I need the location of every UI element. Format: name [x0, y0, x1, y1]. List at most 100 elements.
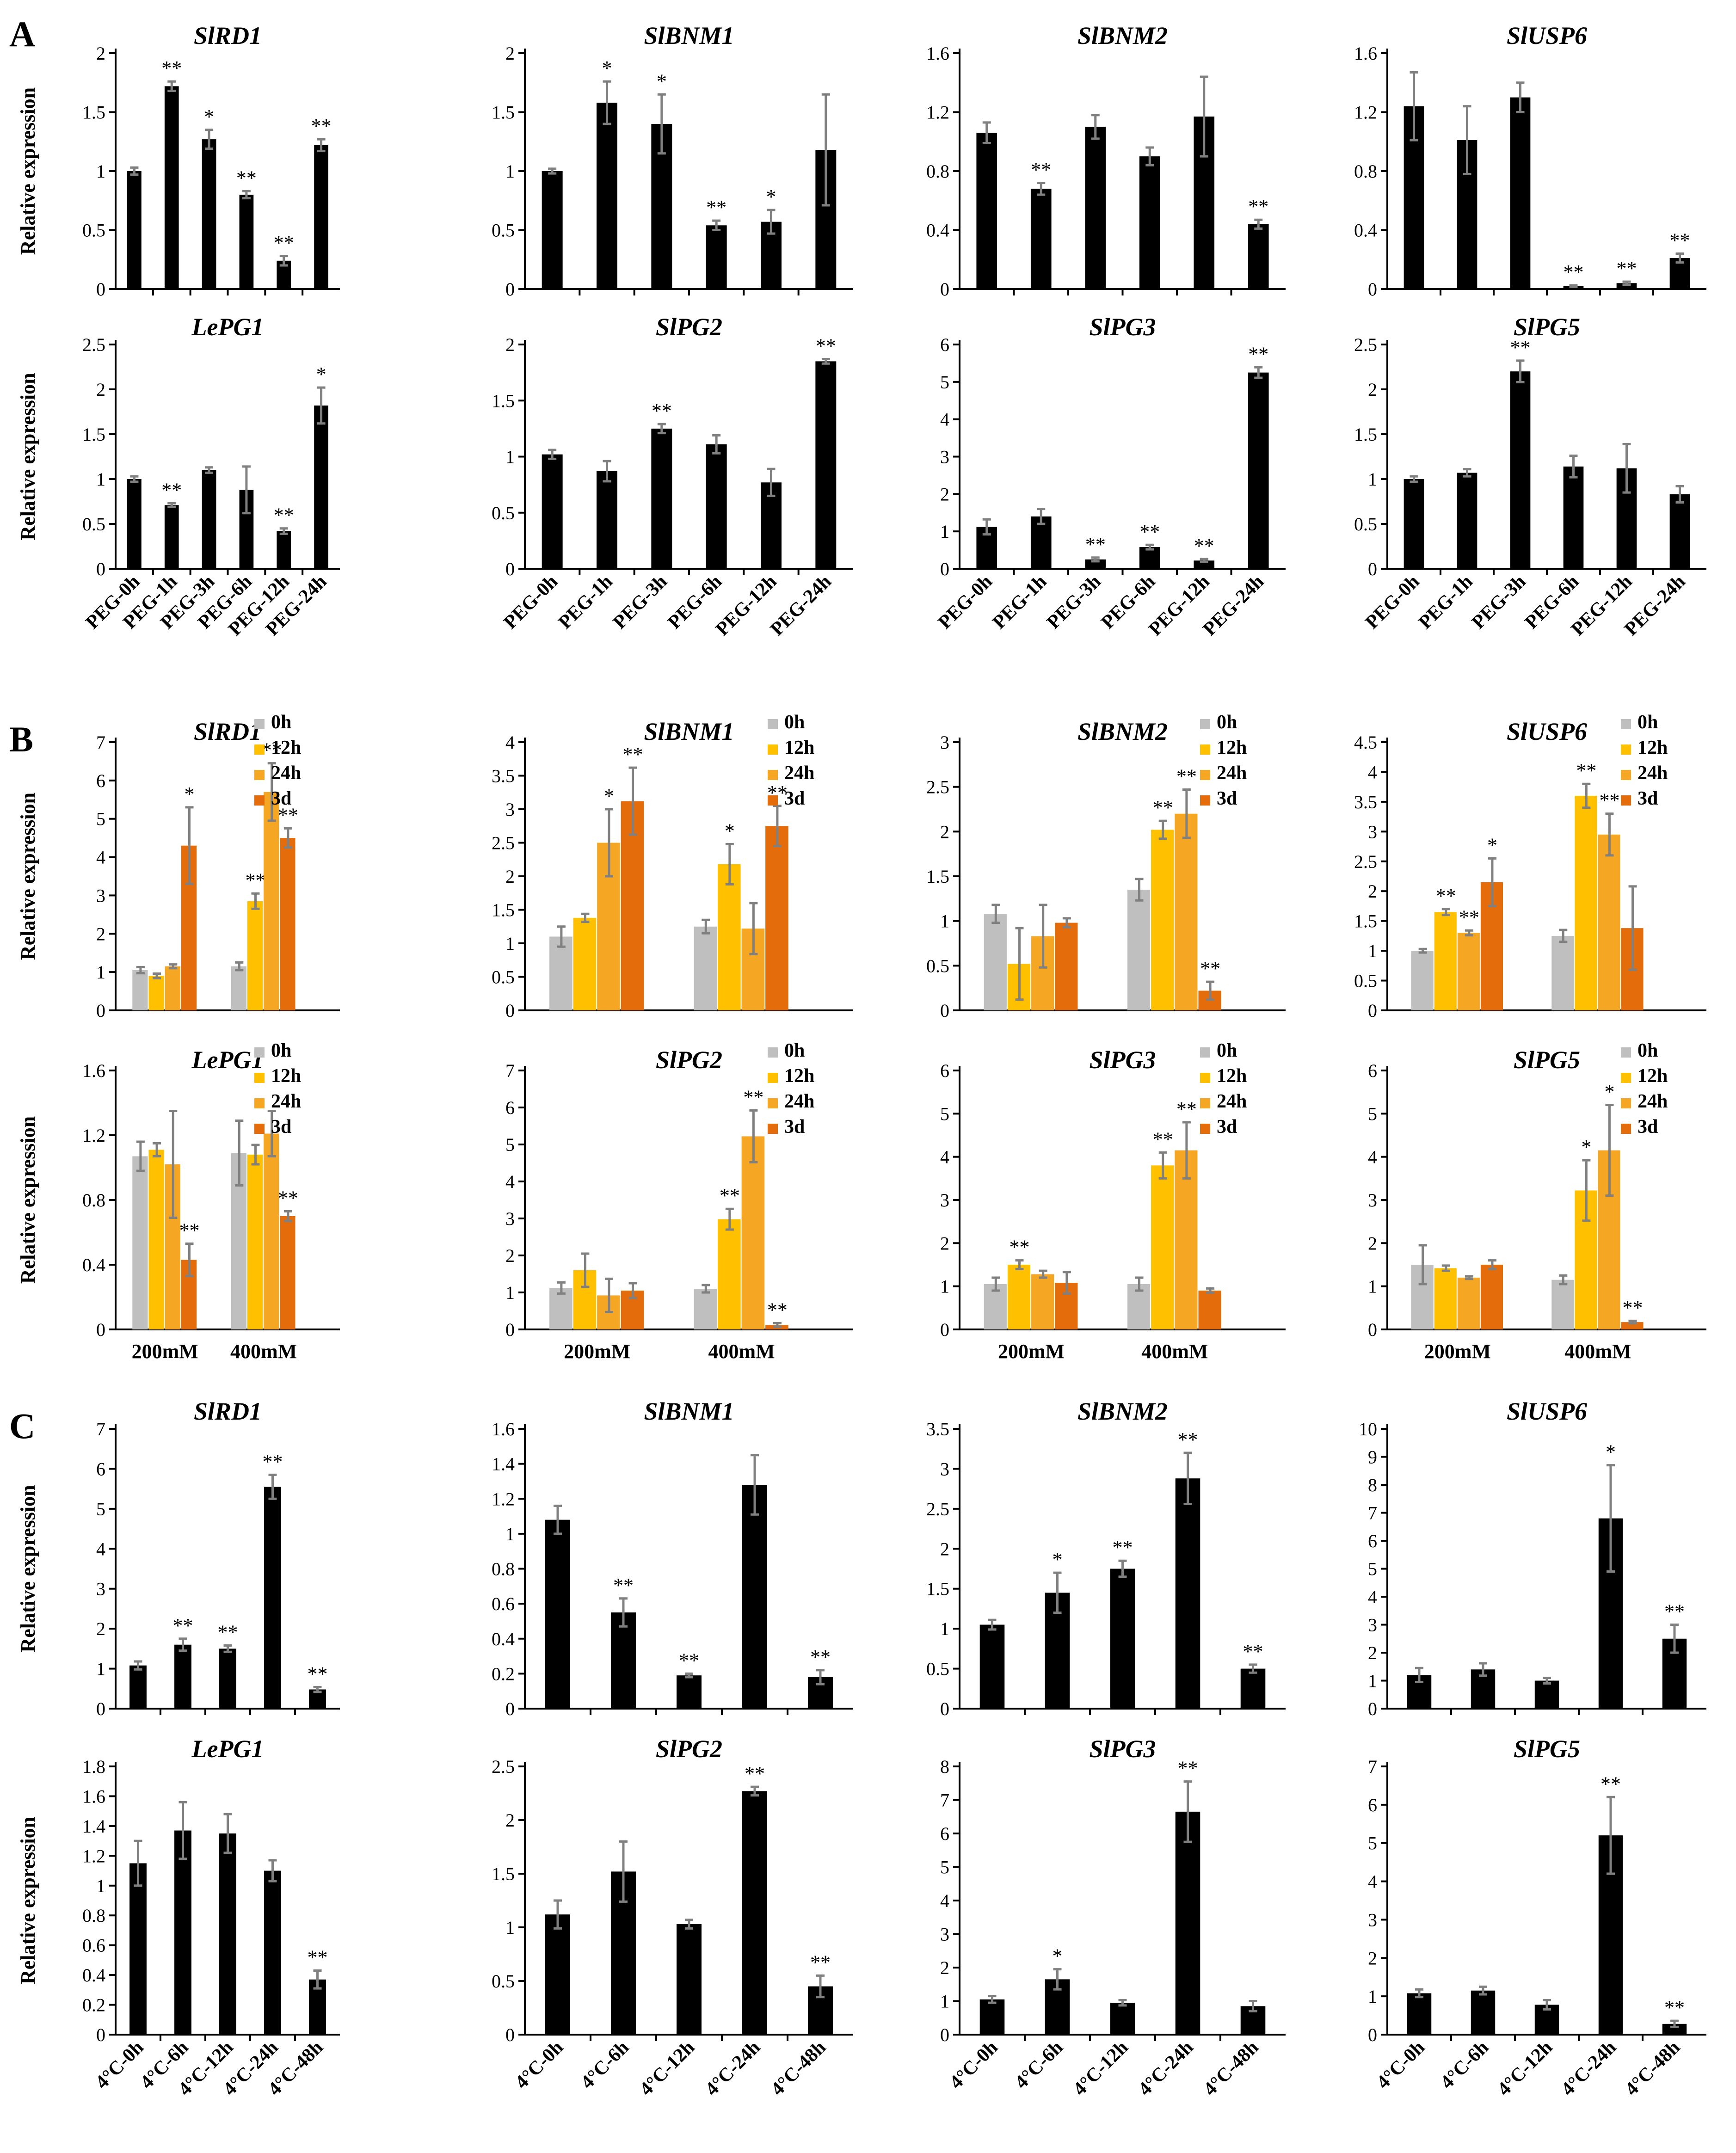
y-tick-label: 0.4 — [82, 1965, 105, 1986]
y-axis-label: Relative expression — [17, 87, 39, 255]
bar-24h — [264, 1133, 279, 1329]
bar-12h — [148, 976, 164, 1010]
legend-swatch-3d — [1200, 1124, 1210, 1134]
y-tick-label: 2 — [96, 923, 105, 944]
x-tick-label: PEG-1h — [1415, 571, 1477, 634]
y-tick-label: 4 — [940, 1890, 949, 1911]
y-tick-label: 2 — [505, 1245, 515, 1266]
bar-0h — [1551, 1279, 1574, 1329]
bar — [1085, 559, 1106, 569]
bar — [129, 1665, 147, 1709]
y-tick-label: 4 — [96, 847, 105, 868]
bar-0h — [984, 914, 1007, 1010]
significance-label: ** — [1194, 535, 1214, 557]
bar-3d — [280, 1216, 295, 1329]
bar — [742, 1791, 767, 2035]
y-tick-label: 4 — [1368, 1587, 1377, 1607]
legend-swatch-12h — [768, 1073, 778, 1083]
x-tick-label: 400mM — [1564, 1340, 1631, 1363]
bar-0h — [1411, 951, 1434, 1010]
y-tick-label: 0 — [505, 1319, 515, 1340]
legend-label-24h: 24h — [271, 763, 301, 784]
y-tick-label: 2 — [940, 1957, 949, 1978]
significance-label: ** — [1248, 343, 1268, 365]
x-tick-label: PEG-0h — [1361, 571, 1424, 634]
y-tick-label: 3 — [96, 885, 105, 906]
significance-label: ** — [245, 869, 265, 892]
y-tick-label: 2.5 — [1354, 851, 1377, 872]
significance-label: ** — [1178, 1428, 1198, 1451]
significance-label: ** — [218, 1621, 238, 1643]
y-tick-label: 2.5 — [492, 833, 515, 854]
chart-b-lepg1: 0 0.4 0.8 1.2 1.6 LePG1 Relative expression ** 2… — [17, 1040, 340, 1363]
x-tick-label: PEG-24h — [1199, 571, 1268, 640]
y-tick-label: 1.5 — [82, 424, 105, 445]
y-axis-label: Relative expression — [17, 1817, 39, 1984]
y-tick-label: 2 — [505, 334, 515, 355]
y-tick-label: 7 — [1368, 1756, 1377, 1777]
y-tick-label: 0 — [940, 2024, 949, 2045]
legend-swatch-12h — [254, 744, 265, 755]
y-tick-label: 1.2 — [926, 102, 949, 123]
y-tick-label: 1 — [940, 1276, 949, 1297]
x-tick-label: PEG-1h — [554, 571, 617, 634]
significance-label: ** — [179, 1219, 200, 1242]
legend-label-24h: 24h — [1638, 1091, 1668, 1112]
y-tick-label: 1 — [96, 469, 105, 490]
significance-label: ** — [767, 1298, 788, 1321]
y-tick-label: 6 — [940, 334, 949, 355]
y-tick-label: 0.5 — [926, 955, 949, 976]
bar — [164, 86, 179, 289]
significance-label: ** — [1664, 1996, 1685, 2019]
y-tick-label: 2 — [505, 1810, 515, 1831]
bar — [1510, 371, 1531, 569]
chart-title: SlPG3 — [1089, 1735, 1156, 1763]
significance-label: ** — [262, 739, 282, 762]
y-tick-label: 1 — [1368, 469, 1377, 490]
legend-swatch-0h — [1621, 1047, 1631, 1058]
y-tick-label: 0.8 — [82, 1905, 105, 1926]
y-tick-label: 4 — [505, 732, 515, 753]
y-tick-label: 1 — [940, 1991, 949, 2012]
bar-12h — [148, 1150, 164, 1329]
y-tick-label: 3 — [1368, 1190, 1377, 1211]
legend-label-24h: 24h — [1217, 763, 1247, 784]
bar-24h — [165, 966, 180, 1010]
bar — [1534, 1680, 1559, 1709]
y-tick-label: 1.4 — [492, 1454, 515, 1475]
y-tick-label: 1.2 — [492, 1489, 515, 1509]
y-tick-label: 2.5 — [492, 1756, 515, 1777]
x-tick-label: 200mM — [998, 1340, 1065, 1363]
legend-label-24h: 24h — [784, 763, 814, 784]
chart-title: SlPG3 — [1089, 1046, 1156, 1074]
significance-label: * — [766, 185, 776, 208]
bar-3d — [1055, 923, 1078, 1010]
chart-title: SlPG5 — [1514, 1735, 1580, 1763]
significance-label: ** — [1436, 885, 1456, 907]
y-tick-label: 1.6 — [82, 1786, 105, 1807]
y-tick-label: 0 — [940, 1698, 949, 1719]
legend-swatch-24h — [1200, 770, 1210, 780]
significance-label: * — [316, 363, 326, 386]
y-tick-label: 2 — [940, 821, 949, 842]
y-tick-label: 1.4 — [82, 1816, 105, 1837]
bar — [129, 1863, 147, 2035]
y-tick-label: 9 — [1368, 1447, 1377, 1468]
y-tick-label: 4 — [940, 1147, 949, 1168]
legend-label-3d: 3d — [784, 788, 805, 809]
bar-24h — [1457, 1278, 1480, 1329]
y-tick-label: 0.5 — [492, 220, 515, 241]
y-tick-label: 1 — [940, 521, 949, 542]
y-tick-label: 2 — [1368, 1948, 1377, 1968]
legend-label-0h: 0h — [271, 712, 291, 733]
y-tick-label: 2 — [940, 1233, 949, 1254]
chart-title: SlPG2 — [656, 1735, 722, 1763]
x-tick-label: 4°C-6h — [1011, 2037, 1067, 2093]
bar-12h — [247, 1155, 263, 1329]
bar-3d — [1480, 1265, 1503, 1329]
significance-label: * — [1053, 1548, 1063, 1571]
y-tick-label: 7 — [940, 1790, 949, 1811]
